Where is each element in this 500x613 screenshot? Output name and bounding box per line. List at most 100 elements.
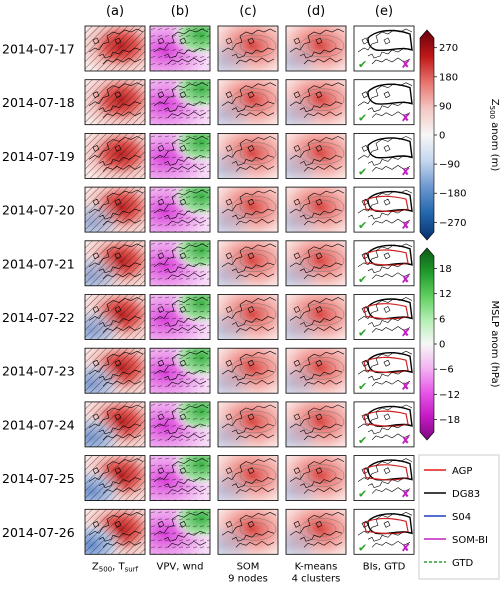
- date-label: 2014-07-26: [2, 525, 75, 540]
- colorbar-tick-label: 90: [439, 101, 452, 112]
- legend-frame: [418, 454, 500, 580]
- gtd-cross-icon: ✘: [401, 488, 410, 501]
- map-panel: [149, 347, 211, 394]
- map-panel: [217, 347, 279, 394]
- date-label: 2014-07-18: [2, 95, 75, 110]
- column-footer: VPV, wnd: [157, 561, 204, 572]
- date-label: 2014-07-19: [2, 149, 75, 164]
- date-row: 2014-07-18 ✔ ✘: [2, 79, 415, 126]
- column-header: (b): [171, 4, 189, 19]
- date-row: 2014-07-19 ✔ ✘: [2, 132, 415, 179]
- map-panel: [217, 132, 279, 179]
- gtd-check-icon: ✔: [358, 488, 367, 501]
- map-panel: [84, 508, 146, 555]
- legend-label: SOM-BI: [452, 535, 488, 546]
- date-row: 2014-07-24✔ ✘: [2, 401, 415, 448]
- map-panel: [149, 79, 211, 126]
- mslp-colorbar: −18 −12 −6 0 6 12 18 MSLP anom (hPa): [419, 247, 500, 441]
- gtd-cross-icon: ✘: [401, 273, 410, 286]
- date-label: 2014-07-20: [2, 203, 75, 218]
- gtd-cross-icon: ✘: [401, 380, 410, 393]
- column-footer: SOM: [237, 561, 260, 572]
- column-header: (c): [239, 4, 256, 19]
- gtd-cross-icon: ✘: [401, 165, 410, 178]
- map-panel: ✔ ✘: [353, 186, 415, 233]
- map-panel: [84, 25, 146, 72]
- map-panel: ✔ ✘: [353, 240, 415, 287]
- colorbar-tick-label: 270: [439, 43, 458, 54]
- map-panel: ✔ ✘: [353, 401, 415, 448]
- map-panel: [149, 455, 211, 502]
- map-panel: [285, 455, 347, 502]
- column-headers: (a) (b) (c) (d) (e): [106, 4, 393, 19]
- map-panel: [217, 294, 279, 340]
- colorbar-tick-label: 0: [439, 131, 445, 142]
- legend-label: GTD: [452, 558, 474, 569]
- map-panel: [84, 455, 146, 502]
- gtd-cross-icon: ✘: [401, 58, 410, 71]
- column-footer-line2: 4 clusters: [292, 573, 341, 584]
- gtd-check-icon: ✔: [358, 327, 367, 340]
- gtd-check-icon: ✔: [358, 434, 367, 447]
- date-row: 2014-07-22✔ ✘: [2, 294, 415, 340]
- map-panel: ✔ ✘: [353, 455, 415, 502]
- map-panel: [84, 132, 146, 179]
- gtd-check-icon: ✔: [358, 219, 367, 232]
- gtd-cross-icon: ✘: [401, 541, 410, 554]
- map-panel: [84, 186, 146, 233]
- legend: AGP DG83 S04 SOM-BI GTD: [418, 454, 500, 580]
- map-panel: [149, 401, 211, 448]
- colorbar-tick-label: −12: [439, 390, 460, 401]
- map-panel: [149, 132, 211, 179]
- map-panel: [149, 240, 211, 287]
- date-label: 2014-07-17: [2, 42, 75, 57]
- colorbar-body: [419, 29, 435, 241]
- map-panel: [285, 401, 347, 448]
- map-panel: [285, 347, 347, 394]
- map-panel: ✔ ✘: [353, 508, 415, 555]
- map-panel: [217, 79, 279, 126]
- date-label: 2014-07-23: [2, 364, 75, 379]
- gtd-check-icon: ✔: [358, 58, 367, 71]
- gtd-check-icon: ✔: [358, 112, 367, 125]
- gtd-check-icon: ✔: [358, 273, 367, 286]
- colorbar-tick-label: 6: [439, 314, 445, 325]
- column-header: (e): [375, 4, 393, 19]
- column-footer-line2: 9 nodes: [228, 573, 268, 584]
- date-label: 2014-07-21: [2, 256, 75, 271]
- date-row: 2014-07-26✔ ✘: [2, 508, 415, 555]
- colorbar-tick-label: 180: [439, 72, 458, 83]
- date-row: 2014-07-21✔ ✘: [2, 240, 415, 287]
- gtd-cross-icon: ✘: [401, 219, 410, 232]
- map-panel: [285, 132, 347, 179]
- map-panel: ✔ ✘: [353, 132, 415, 179]
- map-panel: [217, 25, 279, 72]
- map-panel: [149, 508, 211, 555]
- map-panel: [84, 401, 146, 448]
- legend-label: DG83: [452, 489, 480, 500]
- colorbar-tick-label: 0: [439, 340, 445, 351]
- legend-label: S04: [452, 512, 471, 523]
- colorbar-tick-label: 18: [439, 264, 452, 275]
- gtd-cross-icon: ✘: [401, 112, 410, 125]
- map-panel: [285, 25, 347, 72]
- date-label: 2014-07-24: [2, 417, 75, 432]
- map-panel: [84, 240, 146, 287]
- map-panel: [84, 79, 146, 126]
- map-panel: [217, 186, 279, 233]
- gtd-check-icon: ✔: [358, 541, 367, 554]
- map-panel: [149, 294, 211, 340]
- date-row: 2014-07-17 ✔ ✘: [2, 25, 415, 72]
- colorbar-tick-label: −270: [439, 218, 466, 229]
- colorbar-label: Z500 anom (m): [488, 99, 500, 172]
- colorbar-body: [419, 247, 435, 441]
- map-panel: [285, 79, 347, 126]
- map-panel: [285, 240, 347, 287]
- date-label: 2014-07-25: [2, 471, 75, 486]
- panel-grid: 2014-07-17✔ ✘2014-07-18✔ ✘2014-07-19✔ ✘2014…: [2, 25, 415, 555]
- gtd-cross-icon: ✘: [401, 434, 410, 447]
- map-panel: [217, 401, 279, 448]
- colorbar-tick-label: 12: [439, 289, 452, 300]
- colorbar-tick-label: −90: [439, 160, 460, 171]
